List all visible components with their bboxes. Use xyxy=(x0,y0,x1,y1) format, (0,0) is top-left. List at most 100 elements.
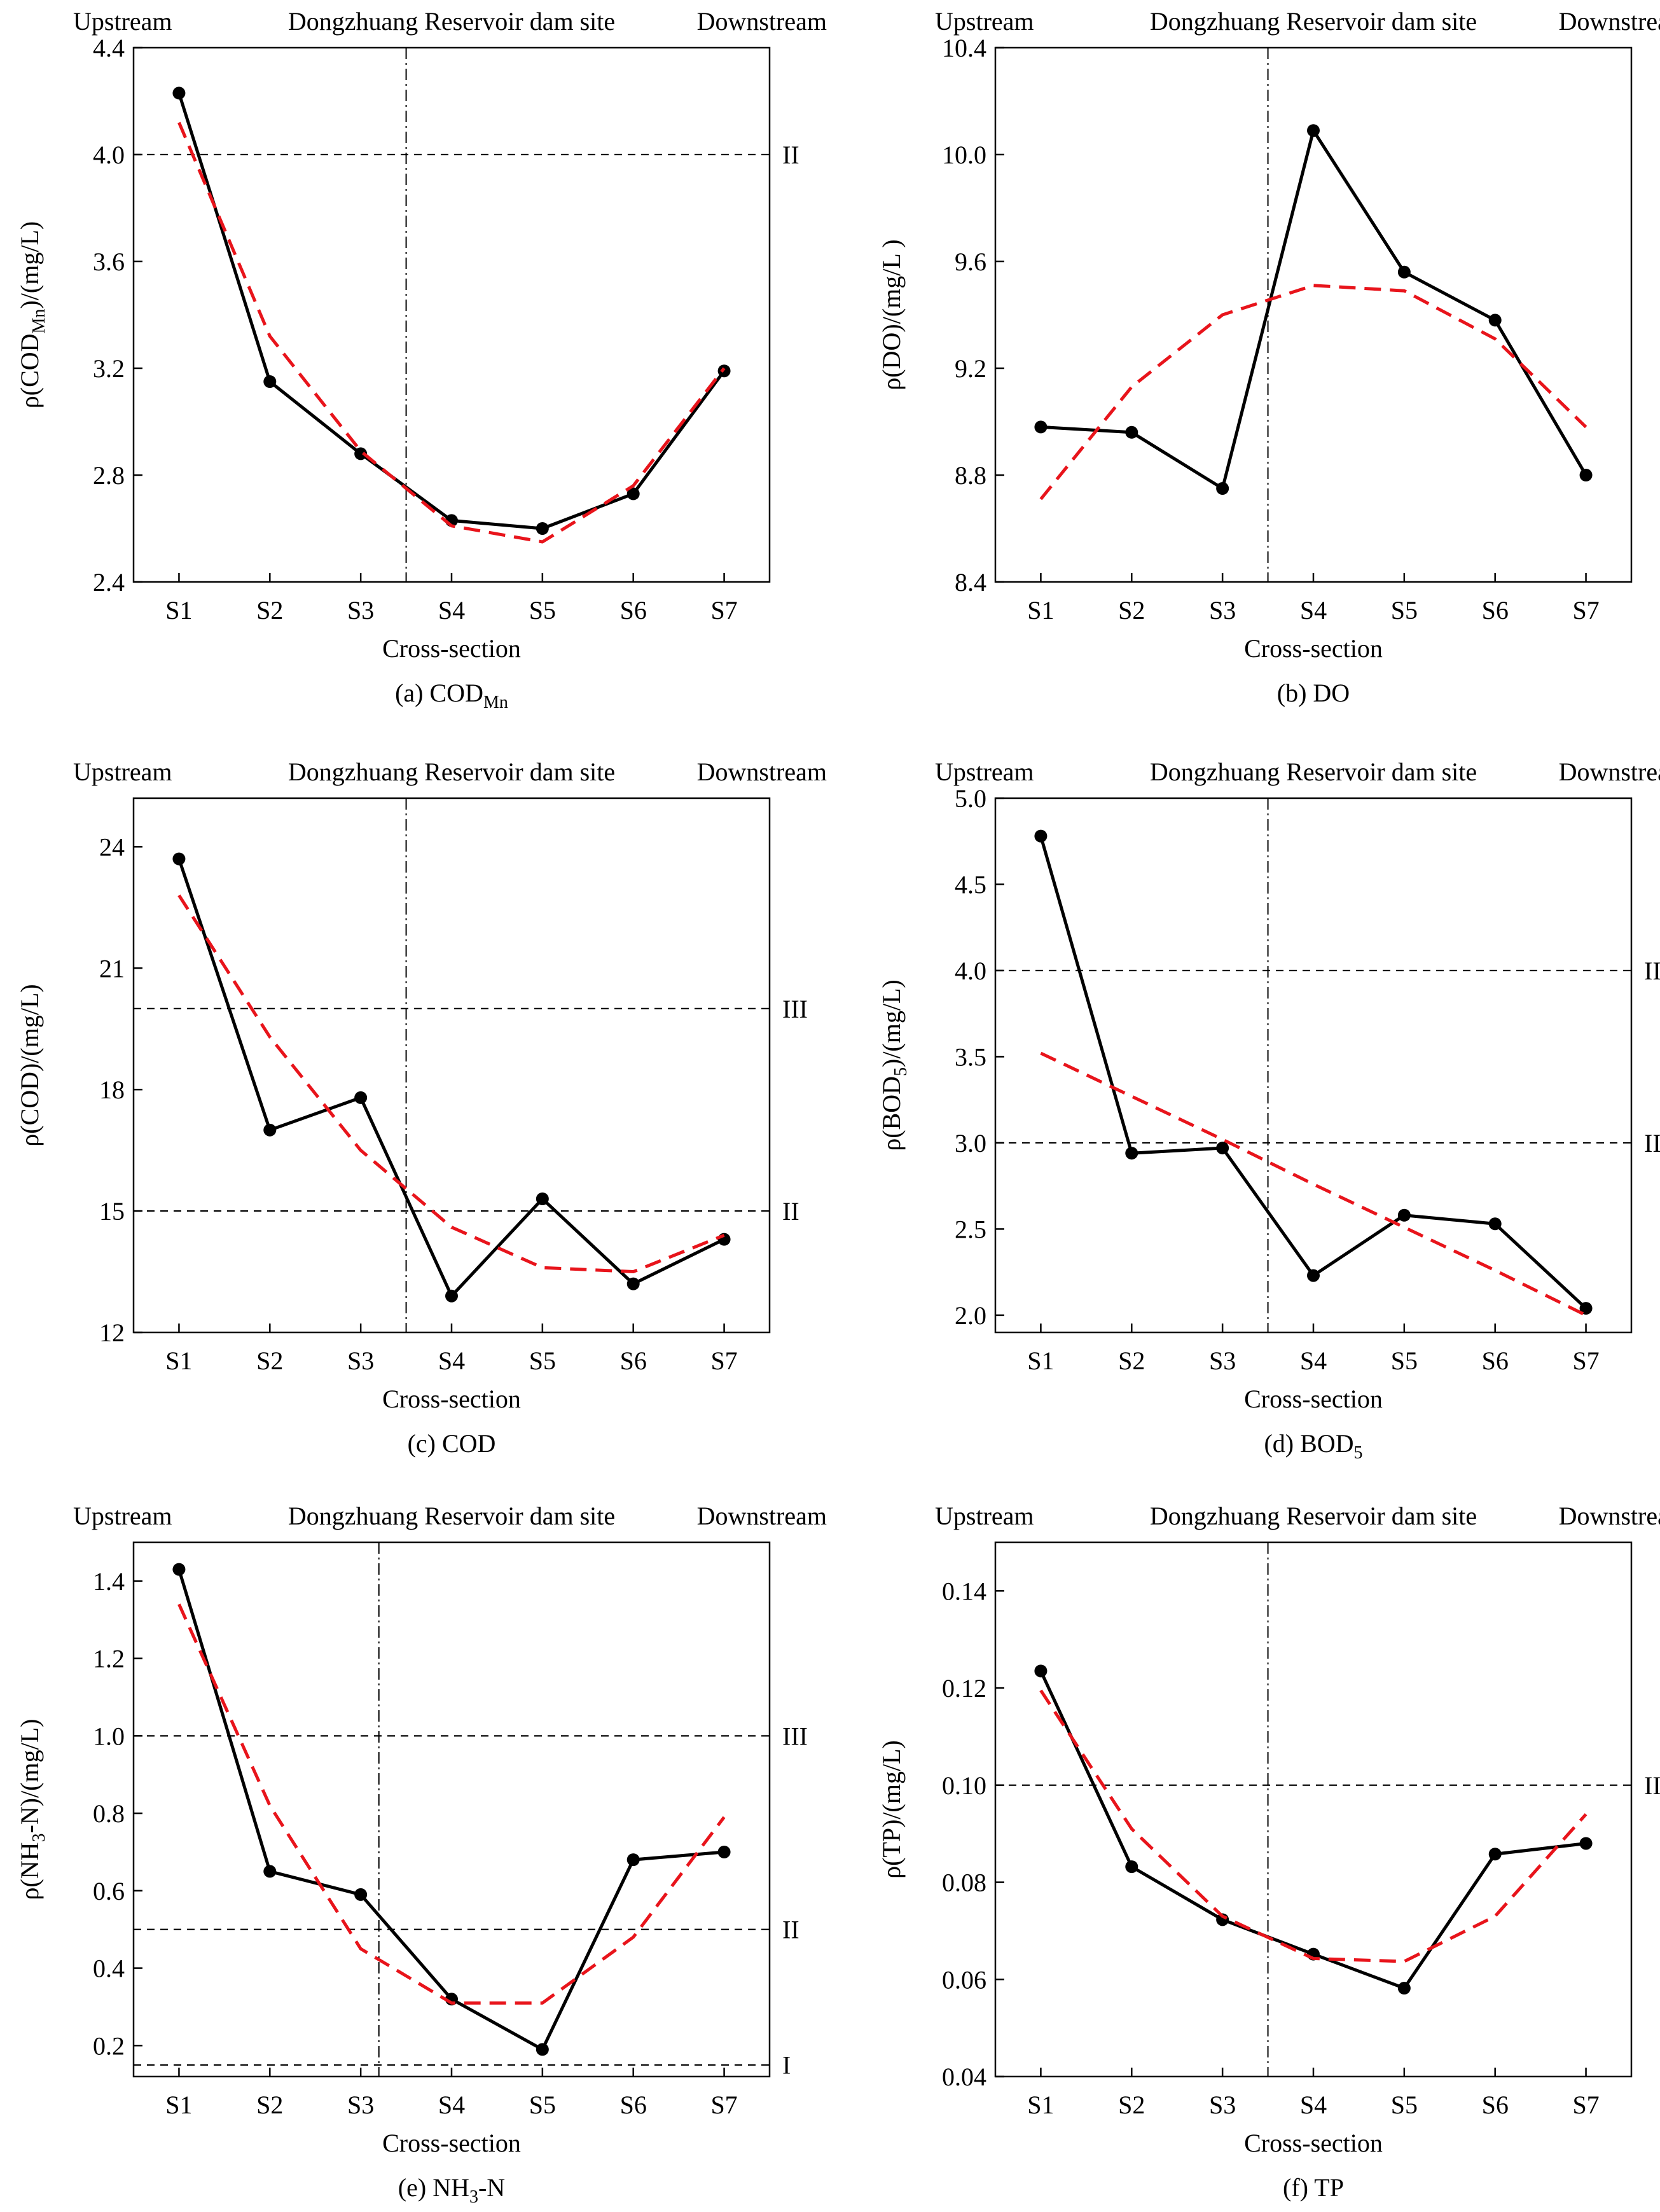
x-axis-label: Cross-section xyxy=(1244,1385,1383,1413)
x-tick-label: S4 xyxy=(1300,2091,1327,2119)
class-threshold-label: I xyxy=(782,2051,791,2080)
measured-point xyxy=(717,364,731,378)
y-tick-label: 2.4 xyxy=(93,568,125,597)
class-threshold-label: III xyxy=(782,1722,808,1750)
y-tick-label: 8.8 xyxy=(955,461,986,490)
x-tick-label: S5 xyxy=(1391,2091,1418,2119)
y-axis-label: ρ(TP)/(mg/L) xyxy=(877,1740,906,1879)
y-tick-label: 3.6 xyxy=(93,247,125,276)
header-upstream: Upstream xyxy=(73,7,172,36)
y-tick-label: 0.10 xyxy=(942,1771,986,1800)
measured-point xyxy=(626,1277,640,1290)
header-downstream: Downstream xyxy=(1559,1502,1660,1530)
x-tick-label: S3 xyxy=(347,596,374,625)
y-tick-label: 4.0 xyxy=(955,957,986,985)
y-axis-label-part: ρ(DO)/(mg/L ) xyxy=(877,239,906,390)
x-tick-label: S2 xyxy=(256,1346,283,1375)
x-tick-label: S5 xyxy=(1391,1346,1418,1375)
x-tick-label: S3 xyxy=(1209,596,1236,625)
class-threshold-label: III xyxy=(782,995,808,1023)
measured-point xyxy=(172,86,186,100)
y-axis-label-part: ρ(TP)/(mg/L) xyxy=(877,1740,906,1879)
measured-point xyxy=(263,375,277,388)
x-axis-label: Cross-section xyxy=(382,1385,521,1413)
x-tick-label: S1 xyxy=(1027,1346,1054,1375)
measured-point xyxy=(1307,124,1320,137)
caption-main: (d) BOD xyxy=(1264,1429,1353,1458)
header-dam-site: Dongzhuang Reservoir dam site xyxy=(1150,757,1477,786)
x-tick-label: S7 xyxy=(1572,596,1599,625)
x-tick-label: S6 xyxy=(620,1346,647,1375)
x-tick-label: S4 xyxy=(1300,1346,1327,1375)
y-tick-label: 21 xyxy=(99,954,125,983)
measured-point xyxy=(1125,425,1138,439)
x-tick-label: S1 xyxy=(165,596,192,625)
x-tick-label: S1 xyxy=(1027,596,1054,625)
x-axis-label: Cross-section xyxy=(1244,634,1383,663)
y-axis-label-part: 3 xyxy=(29,1833,49,1842)
caption-subscript: 3 xyxy=(469,2187,478,2207)
x-tick-label: S4 xyxy=(438,2091,465,2119)
panel-caption: (d) BOD5 xyxy=(1264,1429,1362,1463)
measured-point xyxy=(354,1091,368,1104)
measured-point xyxy=(445,1289,458,1303)
header-upstream: Upstream xyxy=(935,757,1034,786)
measured-point xyxy=(626,487,640,501)
x-tick-label: S3 xyxy=(1209,2091,1236,2119)
measured-point xyxy=(1397,1208,1411,1222)
measured-point xyxy=(1034,420,1048,434)
header-downstream: Downstream xyxy=(1559,7,1660,36)
header-upstream: Upstream xyxy=(73,1502,172,1530)
header-dam-site: Dongzhuang Reservoir dam site xyxy=(288,7,615,36)
class-threshold-label: II xyxy=(782,1916,799,1944)
measured-point xyxy=(1488,314,1502,327)
x-tick-label: S6 xyxy=(1482,596,1509,625)
y-tick-label: 3.0 xyxy=(955,1129,986,1158)
y-tick-label: 1.0 xyxy=(93,1722,125,1750)
measured-line xyxy=(177,858,725,1298)
y-axis-label: ρ(COD)/(mg/L) xyxy=(15,984,44,1146)
y-tick-label: 0.08 xyxy=(942,1869,986,1897)
x-tick-label: S1 xyxy=(1027,2091,1054,2119)
y-tick-label: 12 xyxy=(99,1318,125,1347)
x-tick-label: S5 xyxy=(529,2091,556,2119)
y-axis-label-part: ρ(BOD xyxy=(877,1076,906,1151)
y-axis-label: ρ(DO)/(mg/L ) xyxy=(877,239,906,390)
header-dam-site: Dongzhuang Reservoir dam site xyxy=(1150,7,1477,36)
measured-point xyxy=(536,522,549,535)
x-tick-label: S1 xyxy=(165,2091,192,2119)
y-axis-label-part: )/(mg/L) xyxy=(877,979,906,1067)
measured-point xyxy=(1307,1269,1320,1282)
fitted-trend-line xyxy=(1039,284,1587,501)
chart-panel-0: Upstream Dongzhuang Reservoir dam site Dow… xyxy=(15,7,827,712)
x-tick-label: S6 xyxy=(1482,1346,1509,1375)
x-tick-label: S6 xyxy=(620,2091,647,2119)
x-tick-label: S1 xyxy=(165,1346,192,1375)
measured-line xyxy=(177,1568,724,2051)
x-axis-label: Cross-section xyxy=(382,634,521,663)
measured-point xyxy=(1034,1664,1048,1678)
header-dam-site: Dongzhuang Reservoir dam site xyxy=(288,757,615,786)
x-tick-label: S5 xyxy=(529,1346,556,1375)
x-axis-label: Cross-section xyxy=(382,2129,521,2157)
fitted-trend-line xyxy=(177,121,726,544)
caption-tail: -N xyxy=(478,2173,505,2202)
caption-main: (b) DO xyxy=(1277,679,1350,707)
x-tick-label: S3 xyxy=(1209,1346,1236,1375)
y-tick-label: 4.5 xyxy=(955,870,986,899)
measured-point xyxy=(1397,265,1411,279)
panel-caption: (e) NH3-N xyxy=(398,2173,505,2207)
y-tick-label: 0.06 xyxy=(942,1965,986,1994)
caption-main: (a) COD xyxy=(395,679,483,707)
x-tick-label: S4 xyxy=(1300,596,1327,625)
y-tick-label: 24 xyxy=(99,833,125,861)
x-tick-label: S4 xyxy=(438,1346,465,1375)
plot-frame xyxy=(132,797,771,1334)
y-tick-label: 3.2 xyxy=(93,354,125,383)
caption-main: (c) COD xyxy=(408,1429,496,1458)
x-tick-label: S2 xyxy=(1118,2091,1145,2119)
y-axis-label-part: 5 xyxy=(891,1067,911,1076)
y-tick-label: 9.6 xyxy=(955,247,986,276)
y-axis-label: ρ(NH3-N)/(mg/L) xyxy=(15,1718,49,1900)
